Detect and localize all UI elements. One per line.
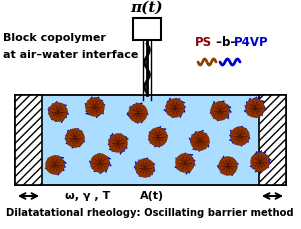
Text: –b–: –b– bbox=[212, 35, 236, 49]
Bar bbox=[259, 95, 286, 185]
Circle shape bbox=[91, 154, 109, 172]
Bar bbox=[15, 95, 286, 185]
Circle shape bbox=[176, 154, 194, 172]
Text: Dilatatational rheology: Oscillating barrier method: Dilatatational rheology: Oscillating bar… bbox=[6, 208, 294, 218]
Circle shape bbox=[136, 159, 154, 177]
Circle shape bbox=[231, 127, 249, 145]
Circle shape bbox=[219, 157, 237, 175]
Circle shape bbox=[246, 99, 264, 117]
Text: PS: PS bbox=[195, 35, 212, 49]
Circle shape bbox=[49, 103, 67, 121]
Text: P4VP: P4VP bbox=[234, 35, 268, 49]
Circle shape bbox=[149, 128, 167, 146]
Circle shape bbox=[46, 156, 64, 174]
Text: A(t): A(t) bbox=[140, 191, 164, 201]
Text: ω, γ , T: ω, γ , T bbox=[65, 191, 110, 201]
Circle shape bbox=[129, 104, 147, 122]
Circle shape bbox=[191, 132, 209, 150]
Text: π(t): π(t) bbox=[131, 1, 163, 15]
Circle shape bbox=[166, 99, 184, 117]
Circle shape bbox=[66, 129, 84, 147]
Circle shape bbox=[211, 102, 229, 120]
Circle shape bbox=[109, 134, 127, 152]
Text: Block copolymer: Block copolymer bbox=[3, 33, 106, 43]
Bar bbox=[15, 95, 42, 185]
Bar bbox=[133, 18, 161, 40]
Circle shape bbox=[86, 98, 104, 116]
Text: at air–water interface: at air–water interface bbox=[3, 50, 138, 60]
Circle shape bbox=[251, 153, 269, 171]
